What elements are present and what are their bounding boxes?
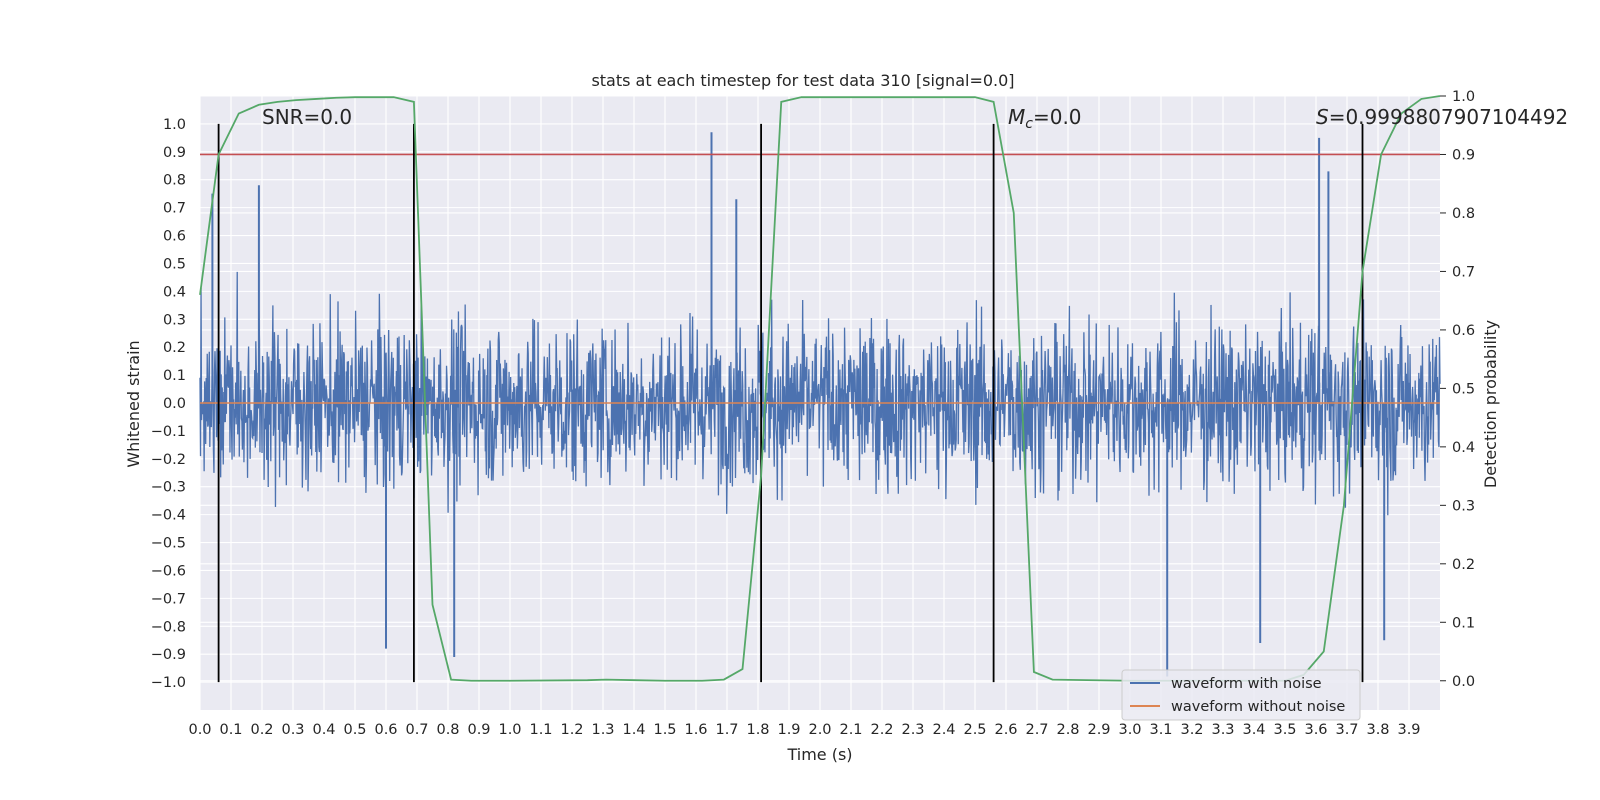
- legend-label-noise: waveform with noise: [1171, 676, 1322, 692]
- y2-tick-label: 1.0: [1452, 89, 1475, 105]
- y-tick-label: 0.7: [163, 201, 186, 217]
- x-tick-label: 1.9: [777, 722, 800, 738]
- chart-title: stats at each timestep for test data 310…: [591, 71, 1014, 90]
- x-tick-label: 3.1: [1149, 722, 1172, 738]
- x-axis-label: Time (s): [786, 745, 852, 764]
- x-tick-label: 3.4: [1242, 722, 1265, 738]
- x-tick-label: 0.6: [374, 722, 397, 738]
- noise-trace: [199, 271, 1441, 516]
- y-tick-label: 0.6: [163, 229, 186, 245]
- x-tick-label: 3.5: [1273, 722, 1296, 738]
- annotation-snr: SNR=0.0: [262, 105, 352, 129]
- x-tick-label: 2.1: [839, 722, 862, 738]
- y-tick-label: −0.9: [151, 647, 186, 663]
- legend: waveform with noise waveform without noi…: [1121, 669, 1361, 721]
- x-tick-label: 2.9: [1087, 722, 1110, 738]
- x-tick-label: 1.6: [684, 722, 707, 738]
- annotation-mc-sub: c: [1025, 116, 1033, 132]
- y2-tick-label: 0.4: [1452, 440, 1475, 456]
- annotation-mc-value: =0.0: [1033, 105, 1082, 129]
- x-tick-label: 1.2: [560, 722, 583, 738]
- y2-tick-label: 0.6: [1452, 323, 1475, 339]
- y-tick-label: 0.2: [163, 340, 186, 356]
- y-tick-label: −0.3: [151, 480, 186, 496]
- x-tick-label: 2.3: [901, 722, 924, 738]
- x-tick-label: 3.3: [1211, 722, 1234, 738]
- y2-axis-label: Detection probability: [1481, 320, 1500, 488]
- y-tick-label: 0.1: [163, 368, 186, 384]
- x-tick-label: 1.1: [529, 722, 552, 738]
- x-tick-label: 0.8: [436, 722, 459, 738]
- segment-markers: [217, 123, 1364, 683]
- x-tick-label: 2.6: [994, 722, 1017, 738]
- x-tick-label: 2.7: [1025, 722, 1048, 738]
- legend-box: [1121, 669, 1361, 721]
- x-tick-label: 1.5: [653, 722, 676, 738]
- annotation-s: S=0.9998807907104492: [1316, 105, 1568, 129]
- x-tick-label: 1.4: [622, 722, 645, 738]
- y-tick-label: 0.5: [163, 256, 186, 272]
- x-tick-label: 2.8: [1056, 722, 1079, 738]
- y-tick-label: −0.8: [151, 619, 186, 635]
- x-tick-label: 0.7: [405, 722, 428, 738]
- y-grid: [200, 123, 1440, 683]
- x-tick-label: 0.3: [281, 722, 304, 738]
- x-tick-label: 0.2: [250, 722, 273, 738]
- x-tick-label: 3.2: [1180, 722, 1203, 738]
- y-axis-label: Whitened strain: [124, 340, 143, 467]
- x-tick-label: 3.0: [1118, 722, 1141, 738]
- annotation-s-symbol: S: [1316, 105, 1329, 129]
- y2-tick-label: 0.8: [1452, 206, 1475, 222]
- x-tick-label: 0.1: [219, 722, 242, 738]
- x-tick-label: 0.5: [343, 722, 366, 738]
- y2-tick-label: 0.7: [1452, 264, 1475, 280]
- y-tick-label: −0.5: [151, 536, 186, 552]
- y-tick-label: −1.0: [151, 675, 186, 691]
- x-tick-label: 2.5: [963, 722, 986, 738]
- x-tick-label: 0.9: [467, 722, 490, 738]
- y-tick-label: 0.4: [163, 284, 186, 300]
- x-tick-label: 3.8: [1366, 722, 1389, 738]
- x-tick-label: 1.0: [498, 722, 521, 738]
- x-tick-label: 0.0: [188, 722, 211, 738]
- x-tick-label: 3.9: [1397, 722, 1420, 738]
- series-waveform-with-noise: [199, 132, 1441, 677]
- y-tick-label: 0.3: [163, 312, 186, 328]
- x-tick-label: 2.2: [870, 722, 893, 738]
- x-tick-label: 0.4: [312, 722, 335, 738]
- y-tick-label: −0.1: [151, 424, 186, 440]
- y-tick-labels: 1.0 0.9 0.8 0.7 0.6 0.5 0.4 0.3 0.2 0.1 0.0 −0.1 −0.…: [151, 117, 186, 691]
- y2-tick-label: 0.3: [1452, 498, 1475, 514]
- x-tick-label: 3.6: [1304, 722, 1327, 738]
- y-tick-label: 0.8: [163, 173, 186, 189]
- y2-tick-labels: 1.0 0.9 0.8 0.7 0.6 0.5 0.4 0.3 0.2 0.1 0.0: [1452, 89, 1475, 690]
- y-tick-label: 0.0: [163, 396, 186, 412]
- x-tick-label: 1.8: [746, 722, 769, 738]
- x-tick-label: 2.4: [932, 722, 955, 738]
- x-tick-label: 1.7: [715, 722, 738, 738]
- annotation-mc-symbol: M: [1008, 105, 1025, 129]
- y2-tick-label: 0.9: [1452, 147, 1475, 163]
- x-tick-labels: 0.0 0.1 0.2 0.3 0.4 0.5 0.6 0.7 0.8 0.9 1.0 1.1 1.2 1…: [188, 722, 1420, 738]
- x-tick-label: 1.3: [591, 722, 614, 738]
- annotation-s-value: =0.9998807907104492: [1329, 105, 1568, 129]
- legend-label-clean: waveform without noise: [1171, 699, 1345, 715]
- y-tick-label: −0.6: [151, 563, 186, 579]
- y-tick-label: 0.9: [163, 145, 186, 161]
- y-tick-label: −0.4: [151, 508, 186, 524]
- y2-tick-label: 0.1: [1452, 615, 1475, 631]
- y-tick-label: −0.2: [151, 452, 186, 468]
- y2-tick-label: 0.2: [1452, 557, 1475, 573]
- y2-tick-label: 0.5: [1452, 381, 1475, 397]
- annotation-mc: Mc=0.0: [1008, 105, 1082, 132]
- x-tick-label: 3.7: [1335, 722, 1358, 738]
- x-tick-label: 2.0: [808, 722, 831, 738]
- y-tick-label: −0.7: [151, 591, 186, 607]
- y-tick-label: 1.0: [163, 117, 186, 133]
- y2-tick-label: 0.0: [1452, 674, 1475, 690]
